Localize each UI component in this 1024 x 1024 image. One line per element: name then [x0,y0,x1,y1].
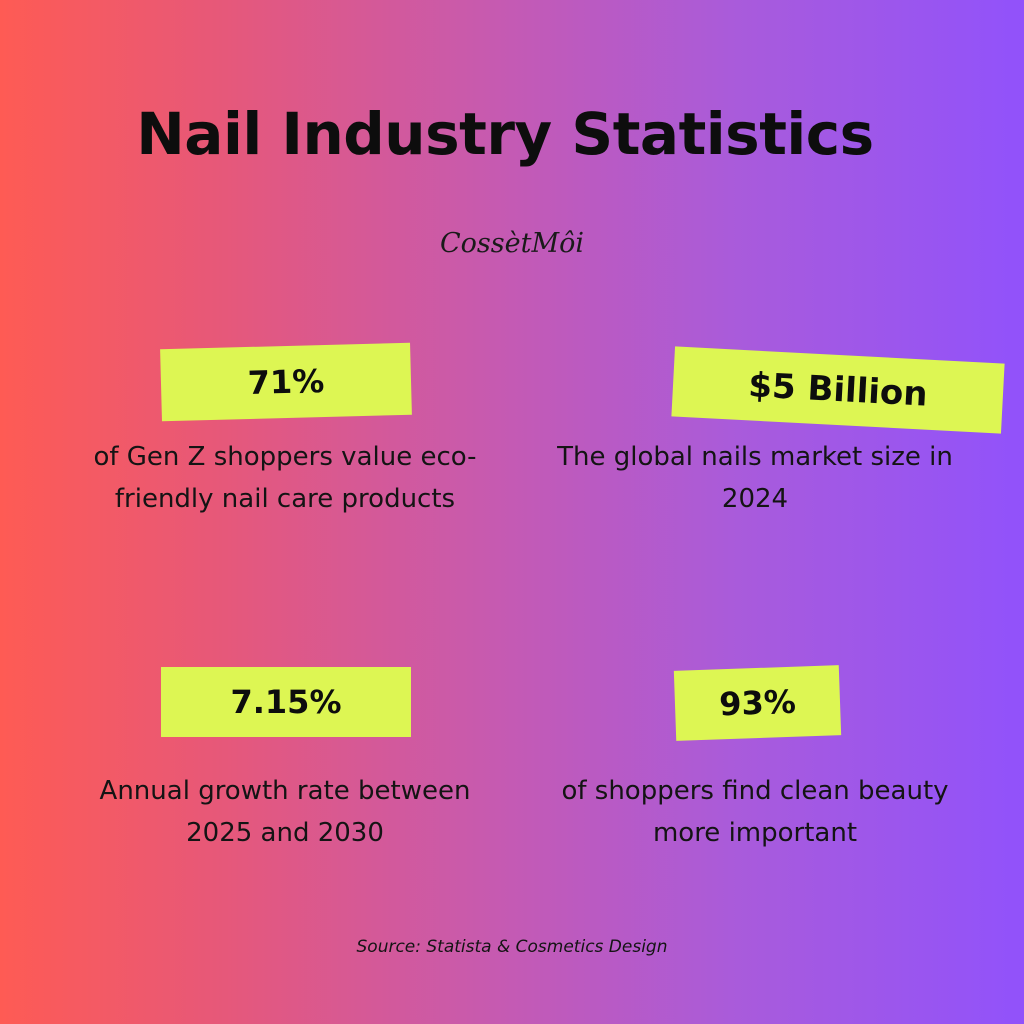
stat-description-gen-z: of Gen Z shoppers value eco-friendly nai… [93,442,477,514]
stat-value-gen-z: 71% [160,342,412,422]
stat-value-growth-rate: 7.15% [161,667,411,737]
source-note: Source: Statista & Cosmetics Design [356,937,668,957]
stat-value-clean-beauty: 93% [673,665,842,741]
page-title: Nail Industry Statistics [136,100,874,168]
brand-logo: CossètMôi [440,228,584,259]
stat-description-market-size: The global nails market size in 2024 [557,442,953,514]
stat-description-growth-rate: Annual growth rate between 2025 and 2030 [99,776,471,848]
stat-description-clean-beauty: of shoppers find clean beauty more impor… [561,776,949,848]
